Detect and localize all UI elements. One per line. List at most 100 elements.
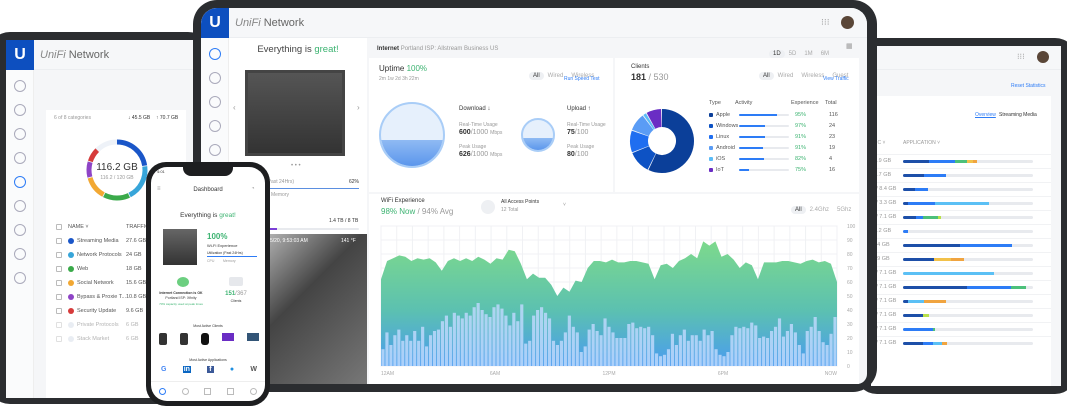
- avatar[interactable]: [1037, 51, 1049, 63]
- category-row[interactable]: Web 18 GB: [56, 266, 142, 272]
- column-name[interactable]: NAME ˅: [68, 224, 89, 230]
- clients-icon[interactable]: [13, 152, 26, 164]
- menu-icon[interactable]: ≡: [157, 186, 161, 192]
- application-row[interactable]: B / 3.3 GB: [871, 196, 1051, 206]
- linkedin-icon[interactable]: in: [182, 366, 191, 373]
- client-type-row[interactable]: iOS 82% 4: [709, 156, 859, 162]
- prev-arrow[interactable]: ‹: [233, 103, 236, 112]
- donut-segment-android[interactable]: [632, 115, 654, 137]
- tab-devices-icon[interactable]: [181, 388, 189, 395]
- dashboard-icon[interactable]: [13, 80, 26, 92]
- tab-clients-icon[interactable]: [204, 388, 212, 395]
- application-row[interactable]: B / 7.1 GB: [871, 322, 1051, 332]
- donut-segment-streaming-media[interactable]: [116, 139, 148, 167]
- client-filter-guest[interactable]: Guest: [832, 73, 849, 79]
- donut-segment-iot[interactable]: [646, 109, 663, 129]
- row-checkbox[interactable]: [56, 280, 62, 286]
- application-row[interactable]: B / 8.4 GB: [871, 182, 1051, 192]
- band-filter-24ghz[interactable]: 2.4Ghz: [809, 207, 830, 213]
- category-row[interactable]: Private Protocols 6 GB: [56, 322, 139, 328]
- application-row[interactable]: B / 7.1 GB: [871, 280, 1051, 290]
- client-type-row[interactable]: IoT 75% 16: [709, 167, 859, 173]
- category-row[interactable]: Social Network 15.6 GB: [56, 280, 146, 286]
- chevron-down-icon[interactable]: ˅: [563, 202, 566, 208]
- client-filter-all[interactable]: All: [759, 72, 774, 80]
- row-checkbox[interactable]: [56, 238, 62, 244]
- client-laptop-icon[interactable]: [222, 333, 234, 341]
- statistics-icon[interactable]: [208, 144, 221, 156]
- select-all-checkbox[interactable]: [56, 224, 62, 230]
- application-row[interactable]: / 5.2 GB: [871, 224, 1051, 234]
- donut-segment-linux[interactable]: [630, 130, 650, 153]
- category-row[interactable]: Streaming Media 27.6 GB: [56, 238, 146, 244]
- avatar[interactable]: [841, 16, 854, 29]
- application-row[interactable]: / 19 GB: [871, 252, 1051, 262]
- application-row[interactable]: B / 7.1 GB: [871, 308, 1051, 318]
- topology-icon[interactable]: [13, 104, 26, 116]
- reset-statistics-link[interactable]: Reset Statistics: [1011, 83, 1046, 89]
- donut-segment-ios[interactable]: [643, 113, 656, 130]
- range-tab-5d[interactable]: 5D: [788, 51, 797, 57]
- calendar-icon[interactable]: ▦: [846, 43, 853, 50]
- donut-segment-apple[interactable]: [648, 109, 694, 173]
- client-type-row[interactable]: Apple 95% 116: [709, 112, 859, 118]
- wordpress-icon[interactable]: W: [250, 366, 257, 373]
- application-row[interactable]: B / 7.1 GB: [871, 210, 1051, 220]
- row-checkbox[interactable]: [56, 252, 62, 258]
- app-icon[interactable]: ●: [229, 366, 235, 373]
- application-row[interactable]: / 5.7 GB: [871, 168, 1051, 178]
- run-speed-test-link[interactable]: Run Speed Test: [564, 76, 600, 82]
- row-checkbox[interactable]: [56, 308, 62, 314]
- donut-segment-windows[interactable]: [632, 145, 657, 170]
- application-row[interactable]: / 6.9 GB: [871, 154, 1051, 164]
- apps-grid-icon[interactable]: ⁝⁝⁝: [821, 17, 830, 27]
- donut-segment-social-network[interactable]: [87, 176, 105, 197]
- row-checkbox[interactable]: [56, 322, 62, 328]
- insights-icon[interactable]: [13, 200, 26, 212]
- column-application[interactable]: APPLICATION ˅: [903, 140, 941, 146]
- donut-segment-web[interactable]: [103, 192, 130, 201]
- range-tab-6m[interactable]: 6M: [820, 51, 830, 57]
- donut-segment-security-update[interactable]: [87, 148, 100, 163]
- bell-icon[interactable]: [13, 248, 26, 260]
- application-row[interactable]: B / 7.1 GB: [871, 266, 1051, 276]
- client-speaker-icon[interactable]: [201, 333, 209, 345]
- band-filter-5ghz[interactable]: 5Ghz: [837, 207, 852, 213]
- tab-settings-icon[interactable]: [250, 388, 258, 395]
- column-traffic[interactable]: FIC ˅: [873, 140, 886, 146]
- tab-overview[interactable]: Overview: [975, 112, 996, 118]
- security-icon[interactable]: [13, 224, 26, 236]
- uptime-filter-all[interactable]: All: [529, 72, 544, 80]
- carousel-dots[interactable]: • • •: [291, 163, 301, 169]
- dashboard-icon[interactable]: [208, 48, 221, 60]
- range-tab-1d[interactable]: 1D: [769, 50, 785, 58]
- application-row[interactable]: / 14 GB: [871, 238, 1051, 248]
- client-type-row[interactable]: Android 91% 19: [709, 145, 859, 151]
- client-type-row[interactable]: Windows 97% 24: [709, 123, 859, 129]
- devices-icon[interactable]: [208, 96, 221, 108]
- devices-icon[interactable]: [13, 128, 26, 140]
- row-checkbox[interactable]: [56, 294, 62, 300]
- donut-segment-network-protocols[interactable]: [128, 166, 148, 198]
- apps-grid-icon[interactable]: ⁝⁝⁝: [1017, 52, 1025, 61]
- ap-label[interactable]: All Access Points: [501, 199, 540, 205]
- tab-streaming-media[interactable]: Streaming Media: [999, 112, 1037, 118]
- facebook-icon[interactable]: f: [207, 366, 214, 373]
- tab-dashboard-icon[interactable]: [158, 388, 166, 395]
- category-row[interactable]: Network Protocols 24 GB: [56, 252, 142, 258]
- topology-icon[interactable]: [208, 72, 221, 84]
- next-arrow[interactable]: ›: [357, 103, 360, 112]
- client-phone-icon[interactable]: [180, 333, 188, 345]
- application-row[interactable]: B / 7.1 GB: [871, 336, 1051, 346]
- range-tab-1m[interactable]: 1M: [804, 51, 813, 57]
- google-icon[interactable]: G: [161, 366, 167, 373]
- camera-feed[interactable]: [259, 234, 367, 384]
- view-traffic-link[interactable]: View Traffic: [823, 76, 849, 82]
- client-type-row[interactable]: Linux 91% 23: [709, 134, 859, 140]
- uptime-filter-wireless[interactable]: Wireless: [571, 73, 595, 79]
- column-traffic[interactable]: TRAFFIC ˅: [126, 224, 154, 230]
- notifications-icon[interactable]: ◔: [251, 186, 255, 192]
- gear-icon[interactable]: [13, 272, 26, 284]
- client-filter-wired[interactable]: Wired: [777, 73, 794, 79]
- category-row[interactable]: Security Update 9.6 GB: [56, 308, 143, 314]
